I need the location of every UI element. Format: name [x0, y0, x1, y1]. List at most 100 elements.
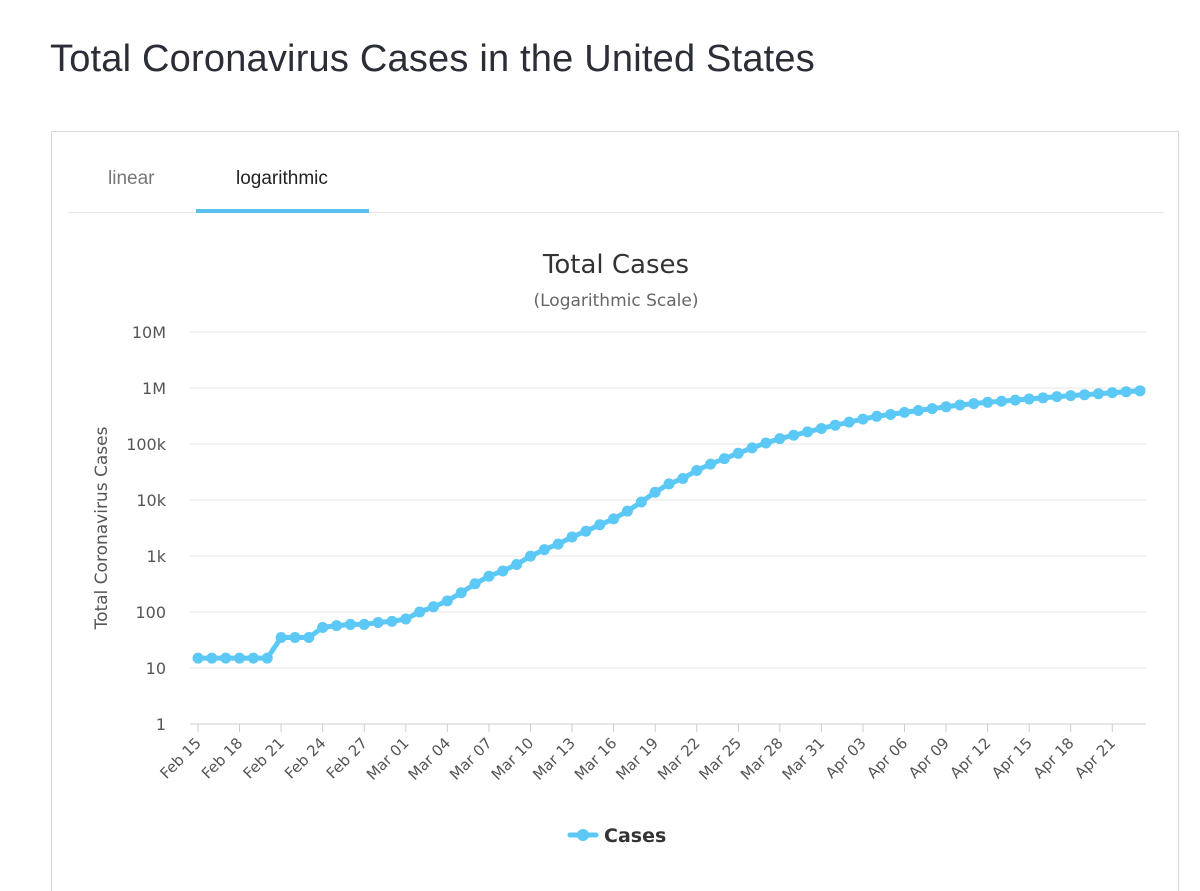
data-point[interactable] — [524, 550, 536, 562]
data-point[interactable] — [1092, 388, 1104, 400]
data-point[interactable] — [552, 538, 564, 550]
data-point[interactable] — [275, 632, 287, 644]
data-point[interactable] — [788, 429, 800, 441]
data-point[interactable] — [1023, 393, 1035, 405]
x-tick-label: Mar 16 — [571, 734, 621, 784]
data-point[interactable] — [982, 396, 994, 408]
data-point[interactable] — [455, 587, 467, 599]
page-title: Total Coronavirus Cases in the United St… — [50, 38, 815, 80]
legend-label-cases[interactable]: Cases — [604, 825, 666, 847]
data-point[interactable] — [594, 519, 606, 531]
x-tick-label: Feb 18 — [198, 734, 246, 782]
data-point[interactable] — [192, 652, 204, 664]
data-point[interactable] — [1120, 386, 1132, 398]
data-point[interactable] — [746, 442, 758, 454]
x-tick-label: Mar 19 — [612, 734, 662, 784]
data-point[interactable] — [802, 426, 814, 438]
data-point[interactable] — [234, 652, 246, 664]
data-point[interactable] — [995, 395, 1007, 407]
scale-tabs: linear logarithmic — [68, 132, 1164, 213]
x-tick-label: Feb 15 — [156, 734, 204, 782]
data-point[interactable] — [261, 652, 273, 664]
data-point[interactable] — [1065, 390, 1077, 402]
y-axis-ticks: 1 10 100 1k 10k 100k 1M 10M — [126, 323, 167, 734]
data-point[interactable] — [954, 399, 966, 411]
x-tick-label: Mar 22 — [654, 734, 704, 784]
data-point[interactable] — [912, 405, 924, 417]
tab-linear[interactable]: linear — [108, 168, 155, 189]
y-tick-label: 10M — [132, 323, 166, 342]
data-point[interactable] — [635, 496, 647, 508]
data-point[interactable] — [649, 486, 661, 498]
data-point[interactable] — [843, 416, 855, 428]
data-point[interactable] — [386, 615, 398, 627]
y-tick-label: 10k — [136, 491, 166, 510]
chart-panel: linear logarithmic — [51, 131, 1179, 891]
data-point[interactable] — [331, 620, 343, 632]
legend[interactable]: Cases — [567, 825, 666, 847]
x-tick-label: Apr 12 — [946, 734, 994, 782]
data-point[interactable] — [206, 652, 218, 664]
chart-subtitle: (Logarithmic Scale) — [534, 291, 699, 311]
x-tick-label: Mar 10 — [488, 734, 538, 784]
legend-marker — [577, 829, 589, 841]
data-point[interactable] — [871, 410, 883, 422]
data-point[interactable] — [358, 618, 370, 630]
tab-logarithmic[interactable]: logarithmic — [236, 168, 328, 189]
data-point[interactable] — [566, 531, 578, 543]
data-point[interactable] — [483, 570, 495, 582]
data-point[interactable] — [815, 422, 827, 434]
data-point[interactable] — [732, 447, 744, 459]
chart-title: Total Cases — [542, 250, 689, 280]
data-point[interactable] — [940, 401, 952, 413]
data-point[interactable] — [1051, 391, 1063, 403]
data-point[interactable] — [705, 458, 717, 470]
data-point[interactable] — [1134, 385, 1146, 397]
data-point[interactable] — [372, 616, 384, 628]
data-point[interactable] — [1079, 389, 1091, 401]
series-line-cases — [195, 388, 1143, 661]
data-point[interactable] — [400, 613, 412, 625]
data-point[interactable] — [303, 632, 315, 644]
data-point[interactable] — [428, 601, 439, 613]
data-point[interactable] — [774, 433, 786, 445]
data-point[interactable] — [580, 525, 592, 537]
x-tick-label: Mar 25 — [695, 734, 745, 784]
data-point[interactable] — [538, 544, 550, 556]
data-point[interactable] — [829, 419, 841, 431]
data-point[interactable] — [857, 413, 869, 425]
data-point[interactable] — [926, 403, 938, 415]
data-point[interactable] — [1009, 394, 1021, 406]
data-point[interactable] — [899, 406, 910, 418]
data-point[interactable] — [497, 565, 509, 577]
data-point[interactable] — [663, 478, 675, 490]
x-tick-label: Feb 24 — [281, 734, 329, 782]
data-point[interactable] — [1106, 387, 1118, 399]
data-point[interactable] — [469, 578, 481, 590]
data-point[interactable] — [317, 621, 329, 633]
data-point[interactable] — [247, 652, 259, 664]
x-tick-label: Apr 15 — [988, 734, 1036, 782]
data-point[interactable] — [1037, 392, 1049, 404]
data-point[interactable] — [718, 453, 730, 465]
data-point[interactable] — [344, 618, 356, 630]
data-point[interactable] — [608, 513, 620, 525]
x-tick-label: Mar 07 — [446, 734, 496, 784]
data-point[interactable] — [441, 595, 453, 607]
data-point[interactable] — [968, 398, 980, 410]
data-point[interactable] — [289, 632, 301, 644]
data-point[interactable] — [511, 559, 523, 571]
data-point[interactable] — [414, 606, 426, 618]
x-tick-label: Mar 04 — [405, 734, 455, 784]
data-point[interactable] — [220, 652, 232, 664]
data-point[interactable] — [885, 408, 897, 420]
series-cases — [192, 385, 1146, 664]
data-point[interactable] — [677, 473, 689, 485]
data-point[interactable] — [621, 505, 633, 517]
y-tick-label: 10 — [146, 659, 166, 678]
data-point[interactable] — [760, 437, 772, 449]
active-tab-indicator — [196, 209, 369, 213]
data-point[interactable] — [691, 465, 703, 477]
